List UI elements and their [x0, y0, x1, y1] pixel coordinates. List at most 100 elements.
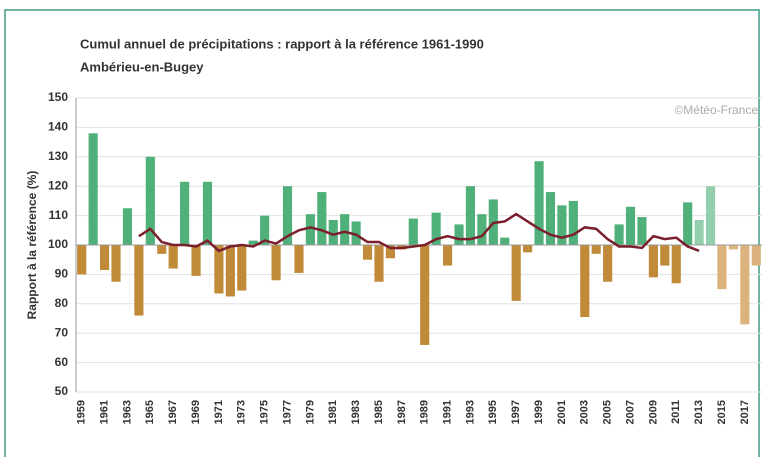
bar: [122, 208, 133, 245]
x-tick-label: 1971: [213, 400, 225, 424]
x-tick-label: 1993: [464, 400, 476, 424]
bar: [751, 245, 761, 266]
bar: [637, 217, 647, 245]
x-tick-label: 1991: [441, 400, 453, 424]
bar: [717, 245, 727, 290]
x-tick-label: 1983: [350, 400, 362, 424]
x-tick-label: 1981: [327, 400, 339, 424]
y-axis-label: Rapport à la référence (%): [25, 171, 39, 320]
y-tick-label: 110: [49, 208, 69, 222]
bar: [511, 245, 521, 301]
y-tick-label: 140: [48, 120, 68, 134]
watermark: ©Météo-France: [674, 103, 758, 117]
bar: [545, 192, 556, 245]
bar: [603, 245, 613, 282]
bar: [465, 186, 476, 245]
bar: [500, 237, 510, 245]
bar: [534, 161, 544, 245]
x-tick-label: 2001: [556, 400, 568, 424]
bar: [168, 245, 178, 269]
x-tick-label: 1963: [121, 400, 133, 424]
bar: [88, 133, 98, 245]
bar: [408, 218, 418, 245]
bar: [557, 205, 567, 245]
bar: [225, 245, 235, 297]
x-tick-label: 2013: [693, 400, 705, 424]
x-tick-label: 1959: [76, 400, 88, 424]
bar: [340, 214, 350, 245]
x-tick-label: 2015: [716, 400, 728, 424]
frame: [4, 9, 760, 457]
bar: [157, 245, 167, 254]
y-tick-label: 80: [55, 296, 69, 310]
bar: [202, 181, 213, 245]
bar: [294, 245, 304, 273]
bar: [454, 224, 464, 245]
x-tick-label: 2005: [602, 400, 614, 424]
chart-subtitle: Ambérieu-en-Bugey: [80, 59, 204, 74]
bar: [134, 245, 144, 316]
x-tick-label: 1975: [259, 400, 271, 424]
y-tick-label: 50: [55, 384, 69, 398]
bar: [77, 245, 87, 275]
bar: [728, 245, 738, 250]
y-tick-label: 120: [48, 178, 68, 192]
bar: [214, 245, 224, 294]
chart-title: Cumul annuel de précipitations : rapport…: [80, 36, 484, 51]
bar: [431, 212, 441, 245]
y-tick-label: 60: [55, 355, 69, 369]
bar: [282, 186, 293, 245]
x-tick-label: 2017: [739, 400, 751, 424]
x-tick-label: 1989: [419, 400, 431, 424]
bar: [705, 186, 716, 245]
x-tick-label: 1973: [236, 400, 248, 424]
bar: [100, 245, 110, 270]
bar: [625, 206, 636, 245]
bar: [671, 245, 681, 284]
x-tick-label: 1999: [533, 400, 545, 424]
bar: [683, 202, 693, 245]
bar: [305, 214, 315, 245]
bar: [443, 245, 453, 266]
y-tick-label: 150: [48, 90, 68, 104]
x-tick-label: 1987: [396, 400, 408, 424]
x-tick-label: 1961: [98, 400, 110, 424]
bar: [180, 181, 190, 245]
bar: [328, 220, 338, 245]
y-tick-label: 70: [55, 325, 69, 339]
x-tick-label: 1979: [304, 400, 316, 424]
bar: [248, 240, 258, 245]
y-tick-label: 90: [55, 267, 69, 281]
bar: [271, 245, 281, 281]
y-tick-label: 130: [48, 149, 68, 163]
x-tick-label: 1985: [373, 400, 385, 424]
bar: [591, 245, 601, 254]
bar: [111, 245, 121, 282]
bar: [694, 220, 704, 245]
bar: [237, 245, 247, 291]
x-tick-label: 1965: [144, 400, 156, 424]
bar: [477, 214, 487, 245]
x-tick-label: 2009: [647, 400, 659, 424]
bar: [523, 245, 533, 253]
bar: [614, 224, 624, 245]
bar: [362, 245, 373, 260]
x-tick-label: 1995: [487, 400, 499, 424]
bar: [568, 200, 578, 245]
bar: [660, 245, 670, 266]
bar: [317, 192, 327, 245]
bar: [374, 245, 384, 282]
bar: [191, 245, 201, 276]
x-tick-label: 1997: [510, 400, 522, 424]
x-tick-label: 1977: [281, 400, 293, 424]
x-tick-label: 2003: [579, 400, 591, 424]
moving-average-line: [138, 212, 700, 253]
bar: [260, 215, 270, 245]
bar: [145, 156, 155, 245]
bar: [740, 245, 750, 325]
bar: [420, 245, 430, 345]
y-tick-label: 100: [48, 237, 68, 251]
bar: [385, 245, 395, 259]
bar: [351, 221, 361, 245]
